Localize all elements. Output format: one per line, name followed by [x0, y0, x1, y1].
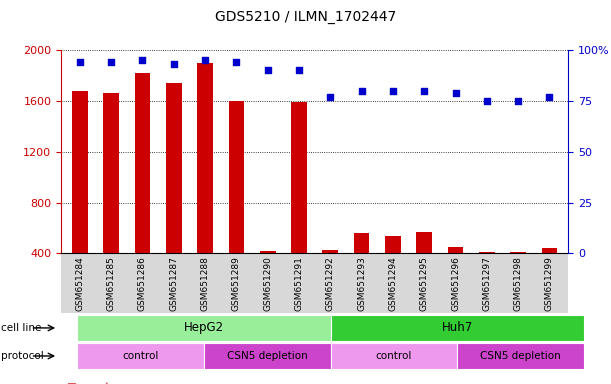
Text: CSN5 depletion: CSN5 depletion	[480, 351, 561, 361]
Text: Huh7: Huh7	[442, 321, 473, 334]
Point	[388, 88, 398, 94]
Point	[200, 57, 210, 63]
Bar	[323, 250, 338, 304]
Point	[357, 88, 367, 94]
Point	[419, 88, 429, 94]
Bar	[291, 102, 307, 304]
Point	[294, 67, 304, 73]
Text: GDS5210 / ILMN_1702447: GDS5210 / ILMN_1702447	[215, 10, 396, 23]
Bar	[354, 233, 370, 304]
Point	[263, 67, 273, 73]
Bar	[197, 63, 213, 304]
Text: HepG2: HepG2	[184, 321, 224, 334]
Bar	[72, 91, 88, 304]
Point	[106, 59, 116, 65]
Text: control: control	[122, 351, 158, 361]
Bar	[417, 232, 432, 304]
Point	[326, 94, 335, 100]
Bar	[479, 252, 495, 304]
Bar	[229, 101, 244, 304]
Point	[513, 98, 523, 104]
Text: cell line: cell line	[1, 323, 42, 333]
Bar	[166, 83, 181, 304]
Point	[451, 89, 461, 96]
Bar	[448, 247, 463, 304]
Bar	[541, 248, 557, 304]
Point	[169, 61, 178, 67]
Bar	[134, 73, 150, 304]
Bar	[260, 251, 276, 304]
Text: protocol: protocol	[1, 351, 44, 361]
Point	[482, 98, 492, 104]
Point	[75, 59, 85, 65]
Text: control: control	[376, 351, 412, 361]
Point	[232, 59, 241, 65]
Point	[137, 57, 147, 63]
Text: ■ count: ■ count	[67, 382, 110, 384]
Bar	[510, 252, 526, 304]
Bar	[385, 236, 401, 304]
Bar	[103, 93, 119, 304]
Point	[544, 94, 554, 100]
Text: CSN5 depletion: CSN5 depletion	[227, 351, 307, 361]
